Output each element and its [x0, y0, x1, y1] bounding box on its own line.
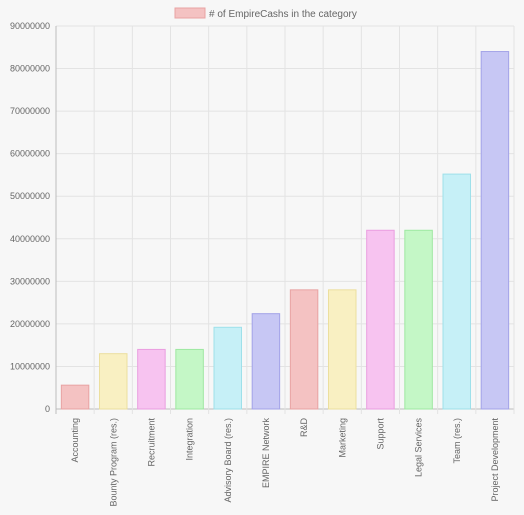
- x-axis-ticks: Accounting Bounty Program (res.) Recruitme…: [70, 418, 500, 507]
- bar[interactable]: [480, 51, 510, 410]
- x-tick-label: Integration: [185, 418, 195, 461]
- bar[interactable]: [175, 348, 204, 410]
- y-tick-label: 60000000: [10, 149, 50, 159]
- bar[interactable]: [328, 289, 357, 410]
- bar[interactable]: [137, 348, 166, 410]
- y-tick-label: 10000000: [10, 361, 50, 371]
- x-tick-label: Project Development: [490, 418, 500, 502]
- bar[interactable]: [366, 229, 395, 410]
- bar[interactable]: [99, 353, 128, 410]
- x-tick-label: EMPIRE Network: [261, 418, 271, 489]
- legend[interactable]: # of EmpireCashs in the category: [174, 7, 357, 20]
- y-tick-label: 0: [45, 404, 50, 414]
- y-tick-label: 80000000: [10, 64, 50, 74]
- y-tick-label: 70000000: [10, 106, 50, 116]
- x-tick-label: Legal Services: [414, 418, 424, 478]
- x-tick-label: R&D: [299, 418, 309, 438]
- x-tick-label: Accounting: [70, 418, 80, 463]
- y-tick-label: 90000000: [10, 21, 50, 31]
- y-tick-label: 40000000: [10, 234, 50, 244]
- gridlines: [55, 25, 515, 414]
- y-tick-label: 30000000: [10, 276, 50, 286]
- bar[interactable]: [60, 384, 90, 410]
- bar[interactable]: [442, 173, 471, 410]
- bar[interactable]: [404, 229, 433, 410]
- x-tick-label: Team (res.): [452, 418, 462, 464]
- bars: [60, 51, 510, 410]
- bar[interactable]: [213, 326, 242, 410]
- x-tick-label: Advisory Board (res.): [223, 418, 233, 503]
- bar[interactable]: [289, 289, 319, 410]
- x-tick-label: Bounty Program (res.): [108, 418, 118, 507]
- y-axis-ticks: 0 10000000 20000000 30000000 40000000 5000000…: [10, 21, 50, 414]
- bar[interactable]: [251, 313, 281, 410]
- legend-swatch: [174, 7, 206, 19]
- y-tick-label: 50000000: [10, 191, 50, 201]
- x-tick-label: Marketing: [337, 418, 347, 458]
- legend-label: # of EmpireCashs in the category: [209, 9, 357, 20]
- x-tick-label: Recruitment: [146, 418, 156, 467]
- y-tick-label: 20000000: [10, 319, 50, 329]
- x-tick-label: Support: [375, 418, 385, 450]
